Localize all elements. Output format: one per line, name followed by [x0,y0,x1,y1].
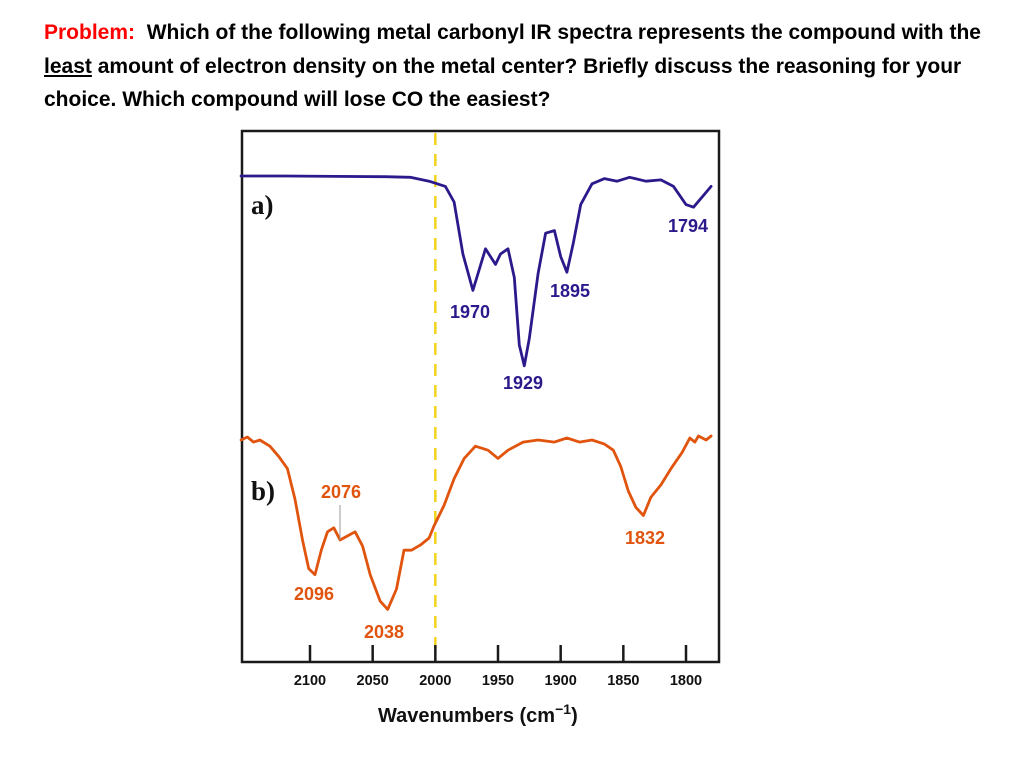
problem-label: Problem: [44,21,136,44]
problem-emphasis-word: least [44,54,92,78]
problem-text-part-2: amount of electron density on the metal … [44,54,962,112]
x-tick-label-1800: 1800 [670,673,702,689]
plot-frame [240,129,721,664]
x-tick-label-2050: 2050 [357,673,389,689]
peak-label-1970: 1970 [450,302,490,322]
x-tick-label-1900: 1900 [545,673,577,689]
x-tick-label-1850: 1850 [607,673,639,689]
peak-label-2096: 2096 [294,584,334,604]
peak-label-1794: 1794 [668,216,708,236]
x-axis-ticks: 2100 2050 2000 1950 1900 1850 1800 [294,645,702,689]
x-axis-title: Wavenumbers (cm−1) [378,701,578,727]
peak-label-1929: 1929 [503,373,543,393]
panel-label-a: a) [251,190,274,220]
panel-label-b: b) [251,476,275,506]
problem-text-part-1: Which of the following metal carbonyl IR… [146,21,981,44]
x-axis-title-close: ) [571,705,578,727]
x-axis-title-main: Wavenumbers (cm [378,705,555,727]
x-tick-label-1950: 1950 [482,673,514,689]
series-layer [239,174,713,611]
peak-label-2076: 2076 [321,482,361,502]
x-tick-label-2100: 2100 [294,673,326,689]
problem-statement: Problem: Which of the following metal ca… [44,16,1004,117]
x-axis-title-superscript: −1 [555,701,571,717]
series-a-line [239,174,713,368]
peak-labels: 1970 1929 1895 1794 2096 2076 2038 1832 [294,216,708,642]
peak-label-1895: 1895 [550,281,590,301]
x-tick-label-2000: 2000 [419,673,451,689]
series-b-line [239,434,713,611]
peak-label-1832: 1832 [625,528,665,548]
peak-label-2038: 2038 [364,622,404,642]
